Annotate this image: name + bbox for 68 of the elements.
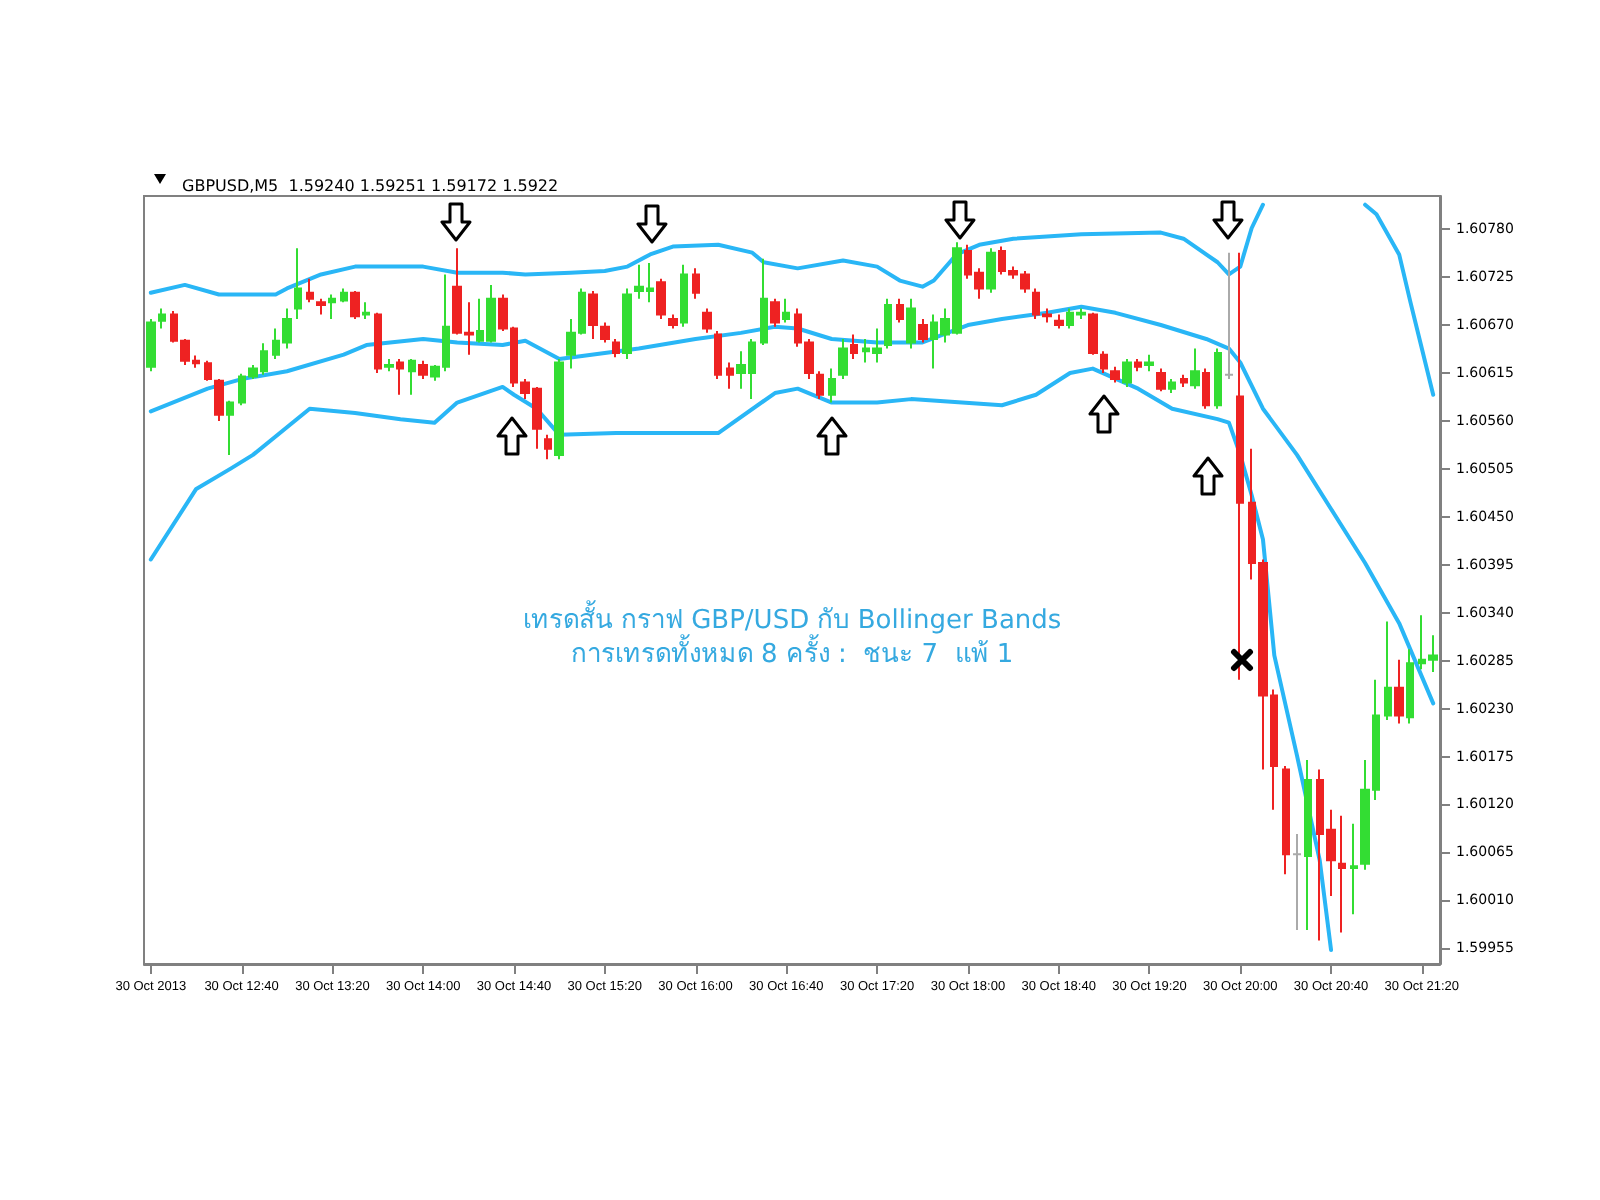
candlestick <box>1134 358 1142 373</box>
candlestick <box>986 247 996 294</box>
candlestick <box>680 263 688 328</box>
candlestick <box>600 321 610 344</box>
candlestick <box>328 293 336 320</box>
candlestick <box>714 330 722 381</box>
line-series <box>148 304 1436 706</box>
candlestick <box>1304 759 1312 931</box>
candlestick <box>396 358 404 396</box>
candlestick <box>408 358 416 396</box>
candlestick <box>1100 350 1108 374</box>
candlestick <box>350 290 360 320</box>
candlestick <box>316 297 326 316</box>
candlestick <box>214 378 224 422</box>
candlestick <box>1168 378 1176 395</box>
candlestick <box>362 301 370 320</box>
candlestick <box>544 433 552 461</box>
candlestick <box>1406 648 1414 725</box>
candlestick <box>418 359 428 381</box>
annotation: เทรดสั้น กราฟ GBP/USD กับ Bollinger Bands <box>522 600 1062 636</box>
candlestick <box>918 317 928 344</box>
candlestick <box>554 358 564 461</box>
candlestick <box>294 247 302 320</box>
candlestick <box>1054 313 1064 330</box>
candlestick <box>770 297 780 328</box>
candlestick <box>1122 358 1132 388</box>
candlestick <box>1224 251 1234 381</box>
candlestick <box>588 290 598 340</box>
line-series <box>148 366 1334 953</box>
candlestick <box>1144 353 1154 373</box>
candlestick <box>1190 347 1200 390</box>
annotation: การเทรดทั้งหมด 8 ครั้ง : ชนะ 7 แพ้ 1 <box>570 634 1014 670</box>
candlestick <box>384 358 394 373</box>
candlestick <box>1282 765 1290 876</box>
candlestick <box>1180 373 1188 388</box>
candlestick <box>226 399 234 456</box>
candlestick <box>374 311 382 374</box>
candlestick <box>204 359 212 382</box>
candlestick <box>896 297 904 324</box>
chart-title: GBPUSD,M5 1.59240 1.59251 1.59172 1.5922 <box>182 177 559 195</box>
candlestick <box>340 287 348 304</box>
candlestick <box>306 277 314 304</box>
candlestick <box>850 333 858 361</box>
candlestick <box>612 337 620 359</box>
candlestick <box>906 297 916 350</box>
candlestick <box>1214 347 1222 410</box>
candlestick <box>1384 620 1392 721</box>
candlestick <box>838 337 848 381</box>
candlestick <box>1202 367 1210 410</box>
candlestick <box>1394 658 1404 725</box>
candlestick <box>1338 814 1346 934</box>
candlestick <box>1292 833 1302 931</box>
candlestick <box>1088 311 1098 356</box>
candlestick <box>782 297 790 324</box>
candlestick <box>1110 365 1120 384</box>
candlestick <box>726 361 734 390</box>
candlestick <box>828 367 836 404</box>
candlestick <box>1156 367 1166 393</box>
candlestick <box>656 277 666 320</box>
candlestick <box>760 257 768 347</box>
candlestick <box>816 370 824 401</box>
candlestick <box>1236 251 1244 681</box>
candlestick <box>668 313 678 330</box>
candlestick <box>1350 822 1358 916</box>
candlestick <box>692 267 700 300</box>
candlestick <box>622 287 632 361</box>
candlestick <box>702 307 712 334</box>
candlestick <box>884 297 892 350</box>
